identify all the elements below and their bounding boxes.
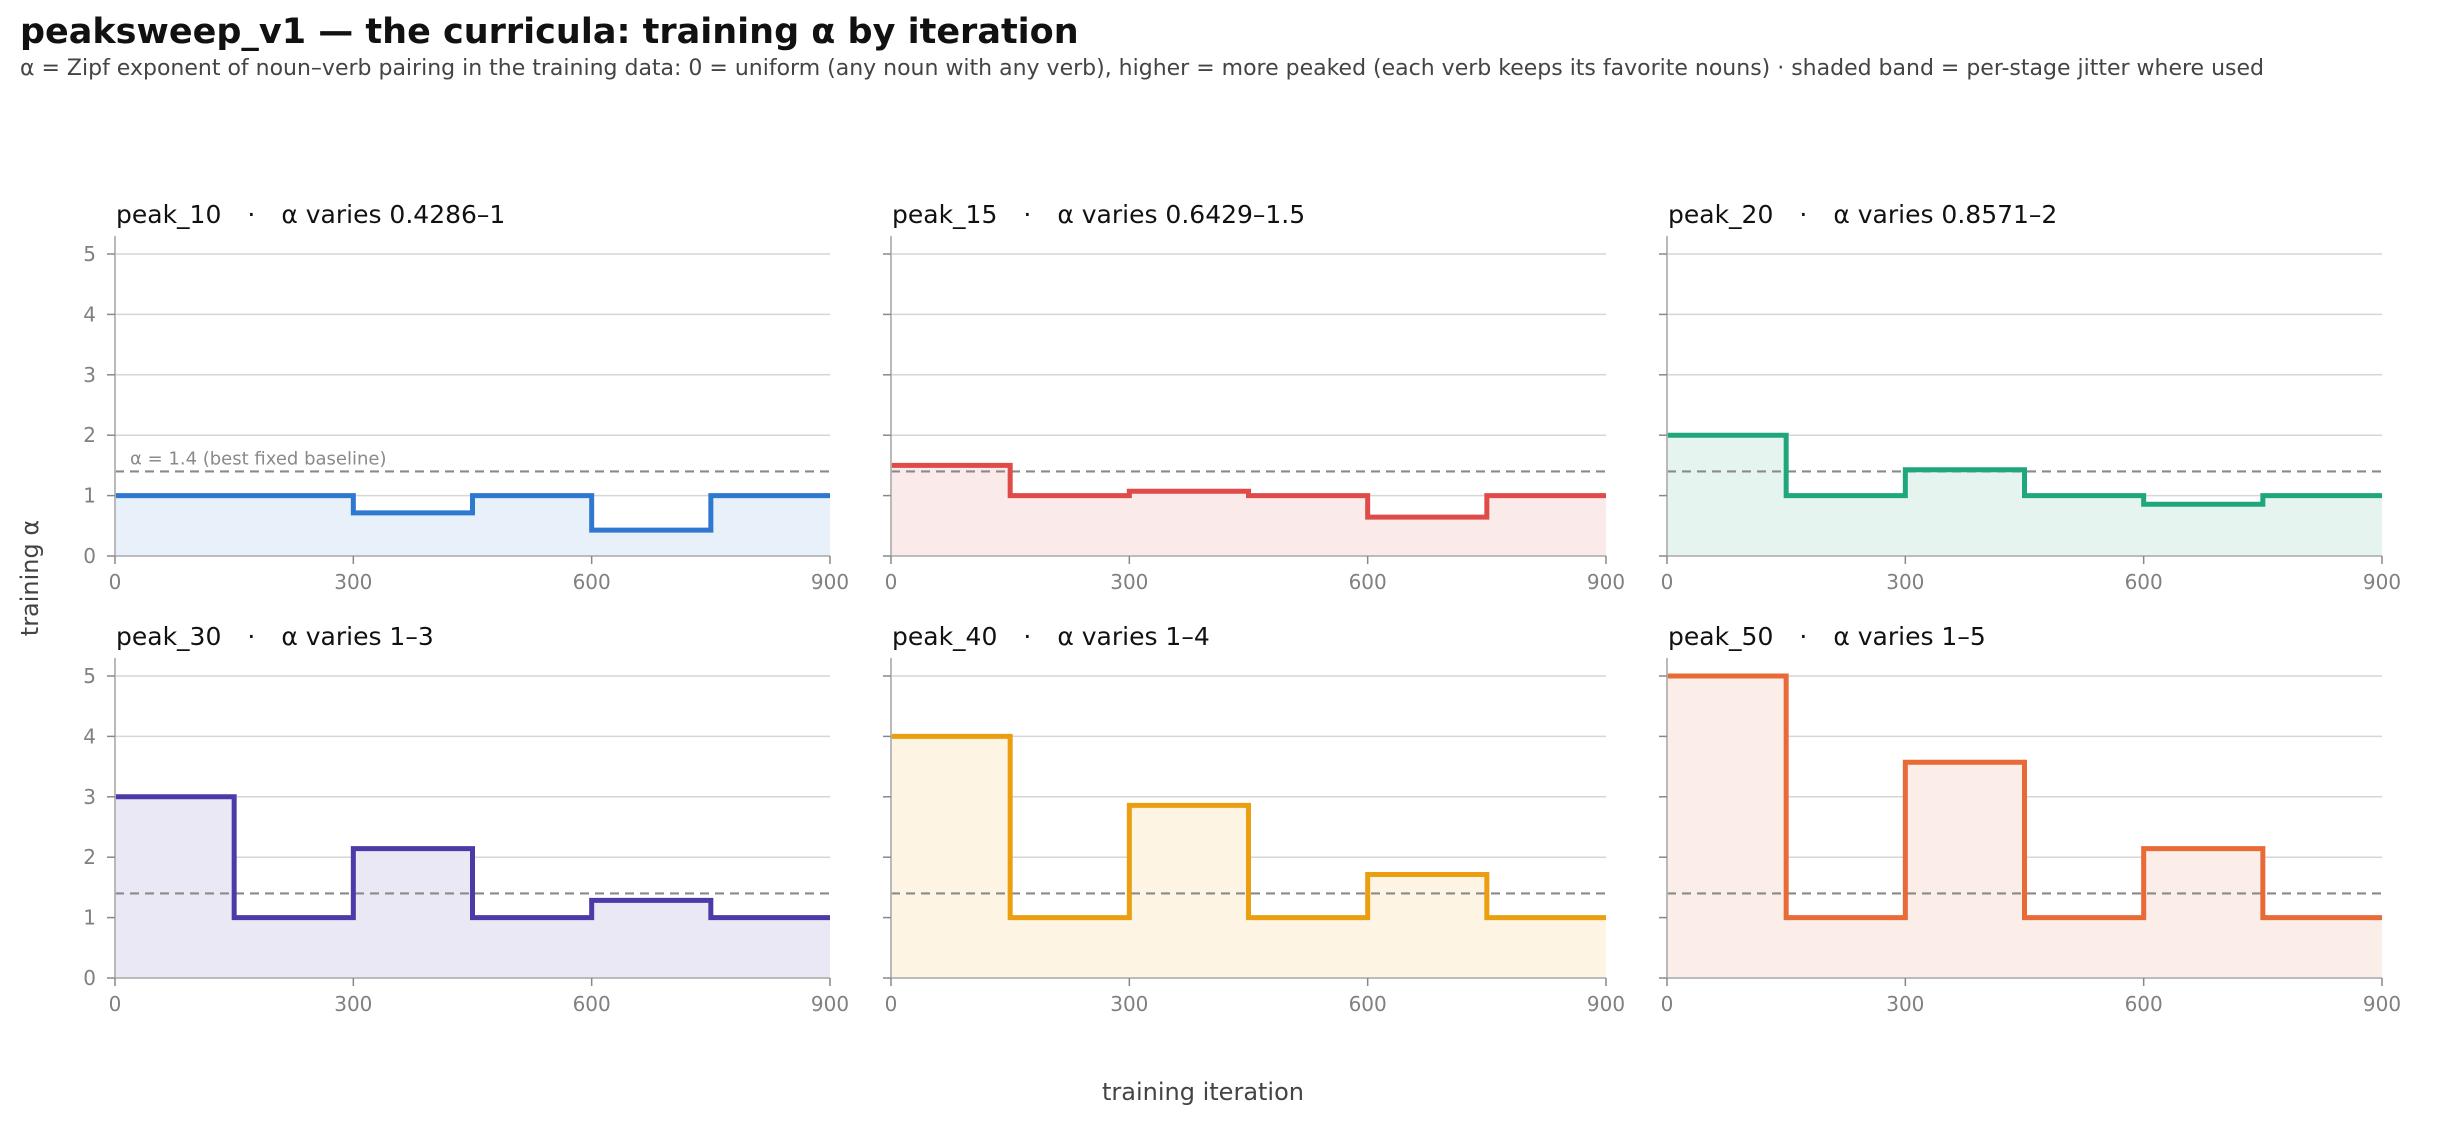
x-tick-label: 0 <box>109 992 122 1016</box>
panel-peak_20: 0 300 600 900 peak_20 · α varies 0.8571–2 <box>1659 200 2401 594</box>
series-line-peak_15 <box>891 462 1606 520</box>
y-tick-label: 2 <box>83 845 96 869</box>
x-tick-label: 300 <box>1110 992 1148 1016</box>
figure-subtitle: α = Zipf exponent of noun–verb pairing i… <box>20 56 2264 81</box>
figure-title: peaksweep_v1 — the curricula: training α… <box>20 12 1079 52</box>
series-name: peak_40 <box>892 622 997 651</box>
panel-peak_40: 0 300 600 900 peak_40 · α varies 1–4 <box>883 622 1625 1016</box>
x-tick-label: 300 <box>334 570 372 594</box>
x-tick-label: 900 <box>2363 570 2401 594</box>
y-tick-label: 4 <box>83 724 96 748</box>
series-name: peak_20 <box>1668 200 1773 229</box>
x-tick-label: 900 <box>811 570 849 594</box>
series-name: peak_50 <box>1668 622 1773 651</box>
series-fill-peak_15 <box>891 465 1606 556</box>
series-name: peak_10 <box>116 200 221 229</box>
panel-peak_15: 0 300 600 900 peak_15 · α varies 0.6429–1.5 <box>883 200 1625 594</box>
series-description: α varies 1–5 <box>1833 622 1985 651</box>
x-tick-label: 300 <box>1886 992 1924 1016</box>
panel-title: peak_20 · α varies 0.8571–2 <box>1668 200 2057 229</box>
x-tick-label: 300 <box>1110 570 1148 594</box>
panel-title: peak_30 · α varies 1–3 <box>116 622 434 651</box>
title-separator: · <box>1799 622 1807 651</box>
x-axis-label: training iteration <box>1102 1078 1304 1106</box>
x-tick-label: 600 <box>2125 570 2163 594</box>
series-line-peak_40 <box>891 733 1606 921</box>
y-tick-label: 3 <box>83 785 96 809</box>
panel-title: peak_50 · α varies 1–5 <box>1668 622 1986 651</box>
baseline-annotation: α = 1.4 (best fixed baseline) <box>130 448 387 469</box>
y-tick-label: 0 <box>83 966 96 990</box>
y-tick-label: 5 <box>83 664 96 688</box>
title-separator: · <box>1023 622 1031 651</box>
x-tick-label: 0 <box>885 992 898 1016</box>
x-tick-label: 0 <box>109 570 122 594</box>
x-tick-label: 0 <box>885 570 898 594</box>
x-tick-label: 900 <box>1587 570 1625 594</box>
series-line-peak_30 <box>115 794 830 921</box>
x-tick-label: 900 <box>1587 992 1625 1016</box>
x-tick-label: 900 <box>811 992 849 1016</box>
panel-peak_30: 0 1 2 3 4 5 0 300 600 900 peak_30 · α varies 1–3 <box>83 622 849 1016</box>
panel-title: peak_40 · α varies 1–4 <box>892 622 1210 651</box>
series-description: α varies 0.6429–1.5 <box>1057 200 1305 229</box>
series-name: peak_30 <box>116 622 221 651</box>
y-tick-label: 1 <box>83 484 96 508</box>
series-description: α varies 1–4 <box>1057 622 1209 651</box>
x-tick-label: 600 <box>573 992 611 1016</box>
x-tick-label: 600 <box>2125 992 2163 1016</box>
y-tick-label: 5 <box>83 242 96 266</box>
y-tick-label: 3 <box>83 363 96 387</box>
y-tick-label: 0 <box>83 544 96 568</box>
panel-peak_10: 0 1 2 3 4 5 0 300 600 900 peak_10 · α varies 0.4286–… <box>83 200 849 594</box>
x-tick-label: 0 <box>1661 992 1674 1016</box>
title-separator: · <box>1799 200 1807 229</box>
x-tick-label: 600 <box>1349 992 1387 1016</box>
y-axis-label: training α <box>16 520 44 636</box>
series-description: α varies 0.8571–2 <box>1833 200 2057 229</box>
title-separator: · <box>247 200 255 229</box>
title-separator: · <box>247 622 255 651</box>
series-name: peak_15 <box>892 200 997 229</box>
panel-peak_50: 0 300 600 900 peak_50 · α varies 1–5 <box>1659 622 2401 1016</box>
series-line-peak_20 <box>1667 432 2382 507</box>
x-tick-label: 300 <box>334 992 372 1016</box>
series-line-peak_50 <box>1667 673 2382 921</box>
x-tick-label: 0 <box>1661 570 1674 594</box>
panel-title: peak_10 · α varies 0.4286–1 <box>116 200 505 229</box>
x-tick-label: 900 <box>2363 992 2401 1016</box>
series-description: α varies 0.4286–1 <box>281 200 505 229</box>
y-tick-label: 1 <box>83 906 96 930</box>
y-tick-label: 2 <box>83 423 96 447</box>
title-separator: · <box>1023 200 1031 229</box>
series-line-peak_10 <box>115 493 830 533</box>
x-tick-label: 600 <box>1349 570 1387 594</box>
series-fill-peak_10 <box>115 495 830 556</box>
series-description: α varies 1–3 <box>281 622 433 651</box>
x-tick-label: 300 <box>1886 570 1924 594</box>
y-tick-label: 4 <box>83 302 96 326</box>
x-tick-label: 600 <box>573 570 611 594</box>
panel-title: peak_15 · α varies 0.6429–1.5 <box>892 200 1305 229</box>
